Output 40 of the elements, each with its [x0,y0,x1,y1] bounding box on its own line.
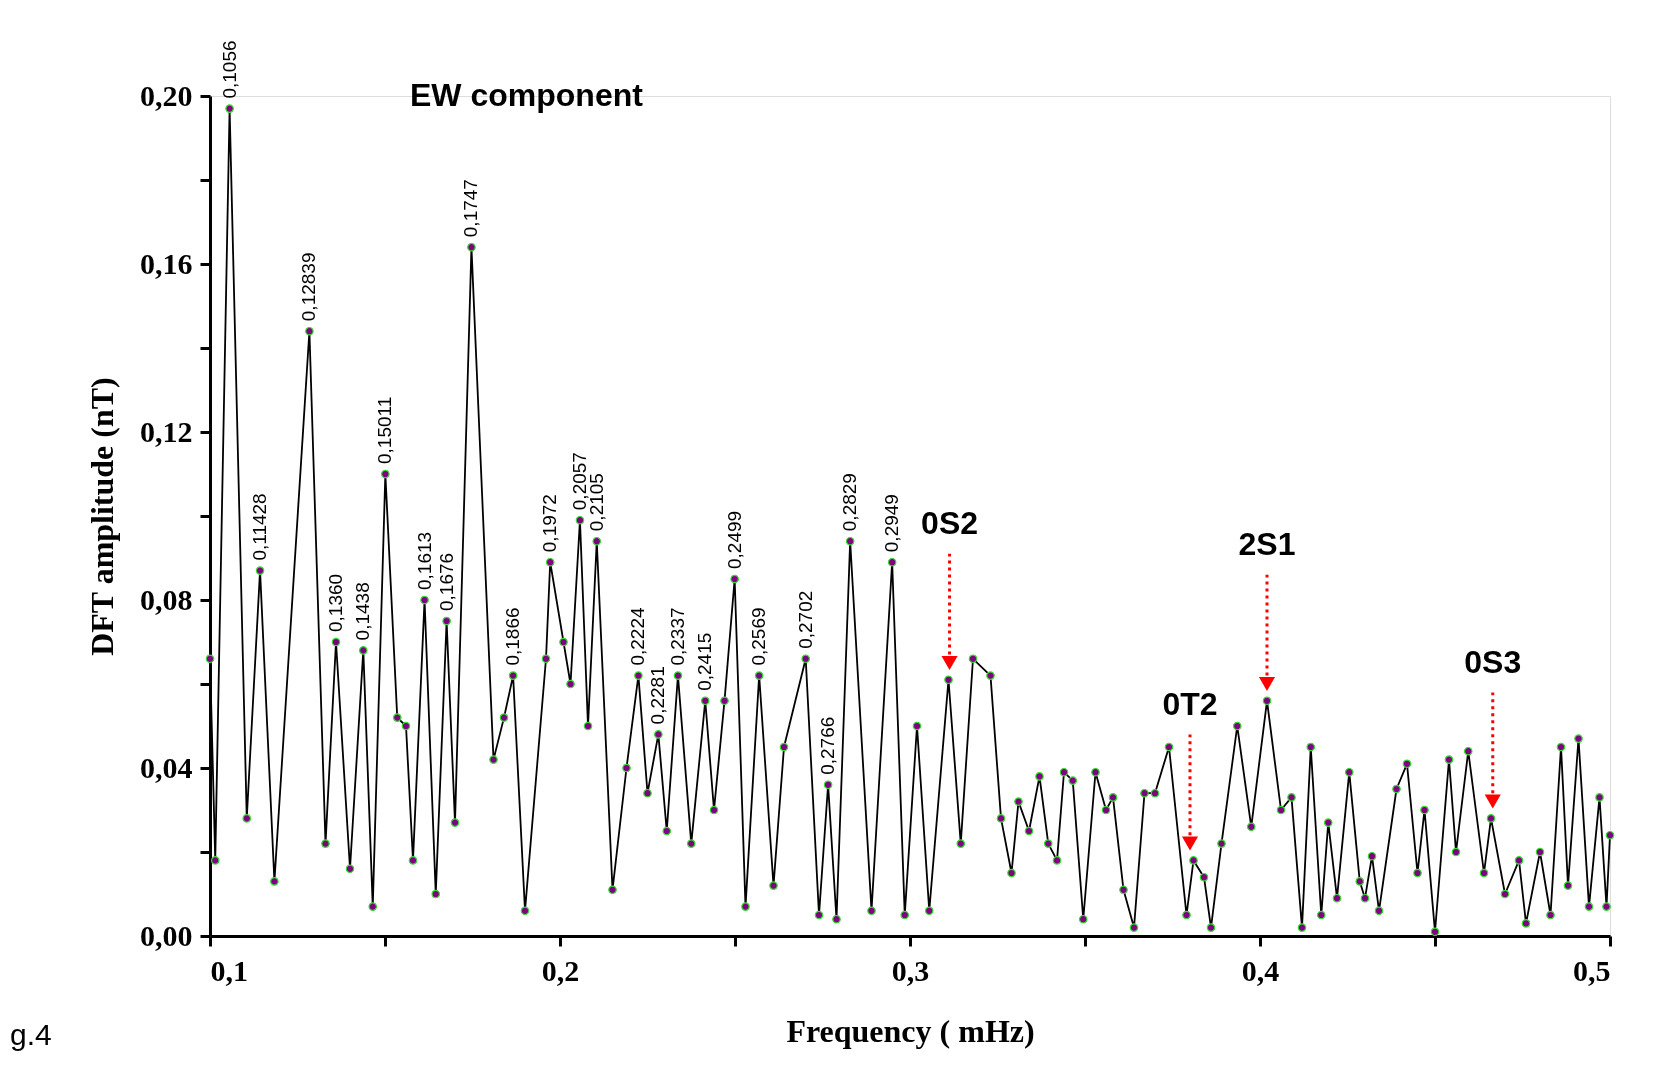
annotation: 0,11428 [249,493,271,561]
annotation: 0,15011 [374,396,396,464]
annotation: 2S1 [1238,526,1296,563]
text: g.4 [10,1018,52,1051]
y-axis-title: DFT amplitude (nT) [84,377,120,656]
y-tick-label: 0,16 [140,246,193,280]
annotation: 0,2224 [627,607,649,666]
chart-title: EW component [410,77,644,113]
annotation: 0,12839 [298,252,320,322]
y-tick-label: 0,08 [140,582,193,616]
annotation: 0,1613 [413,531,435,590]
annotation: 0,2499 [723,510,745,569]
x-tick-label: 0,1 [210,953,248,987]
annotation: 0,1972 [539,494,561,553]
annotation: 0,1360 [325,573,346,632]
y-tick-label: 0,04 [140,750,193,784]
x-tick-label: 0,5 [1573,953,1611,987]
x-tick-label: 0,4 [1241,953,1280,987]
annotation: 0,2281 [647,666,669,725]
annotation: 0,1866 [502,607,524,666]
annotation: 0,2829 [839,473,861,532]
x-tick-label: 0,2 [541,953,580,987]
x-tick-label: 0,3 [891,953,930,987]
annotation: 0,1438 [352,582,374,641]
annotation: 0,2415 [694,632,716,691]
y-tick-label: 0,00 [140,918,193,952]
annotation: 0,2569 [748,607,770,666]
annotation: 0S2 [921,505,979,542]
annotation: 0T2 [1162,685,1218,722]
y-tick-label: 0,20 [140,78,193,112]
annotation: 0S3 [1464,643,1522,680]
x-axis-title: Frequency ( mHz) [786,1012,1035,1049]
annotation: 0,2949 [881,494,903,553]
annotation: 0,2766 [817,716,839,775]
annotation: 0,1747 [460,179,482,238]
annotation: 0,1056 [218,40,240,99]
annotation: 0,1676 [435,552,457,611]
annotation: 0,2337 [666,607,688,666]
y-tick-label: 0,12 [140,414,193,448]
annotation: 0,2702 [794,590,816,649]
